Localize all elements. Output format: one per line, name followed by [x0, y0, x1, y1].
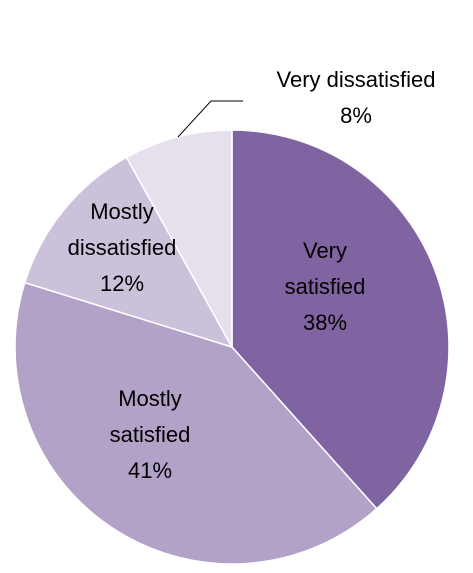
pie-slice-mostly-satisfied	[14, 281, 378, 565]
pie-slices	[14, 129, 450, 565]
slice-value-label: 12%	[100, 271, 144, 296]
slice-label-mostly-dissatisfied: Mostly dissatisfied 12%	[68, 199, 177, 296]
slice-label-mostly-satisfied: Mostly satisfied 41%	[110, 386, 191, 483]
leader-line	[177, 100, 243, 138]
pie-slice-very-dissatisfied	[125, 129, 233, 350]
slice-category-label: Mostly	[90, 199, 154, 224]
slice-value-label: 8%	[340, 103, 372, 128]
slice-category-label: Mostly	[118, 386, 182, 411]
slice-label-very-dissatisfied: Very dissatisfied 8%	[277, 67, 436, 128]
slice-value-label: 38%	[303, 310, 347, 335]
slice-label-very-satisfied: Very satisfied 38%	[285, 238, 366, 335]
pie-slice-mostly-dissatisfied	[23, 156, 234, 349]
slice-category-label: Very	[303, 238, 347, 263]
slice-category-label: satisfied	[110, 422, 191, 447]
slice-labels: Very satisfied 38%Mostly satisfied 41%Mostly…	[68, 67, 436, 483]
slice-value-label: 41%	[128, 458, 172, 483]
slice-category-label: Very dissatisfied	[277, 67, 436, 92]
slice-category-label: dissatisfied	[68, 235, 177, 260]
slice-category-label: satisfied	[285, 274, 366, 299]
leader-lines	[177, 100, 243, 138]
pie-slice-very-satisfied	[231, 129, 450, 510]
